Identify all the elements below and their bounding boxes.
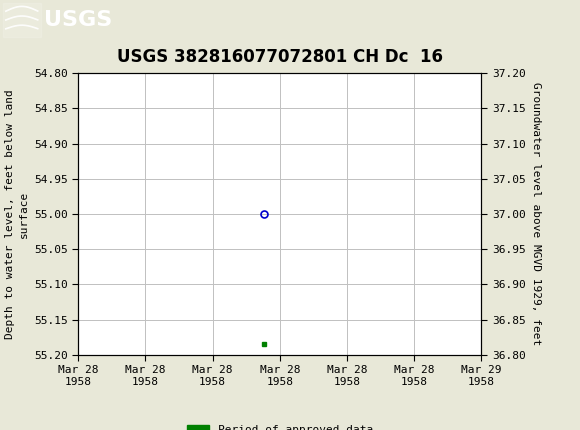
Title: USGS 382816077072801 CH Dc  16: USGS 382816077072801 CH Dc 16 — [117, 48, 443, 66]
Y-axis label: Depth to water level, feet below land
surface: Depth to water level, feet below land su… — [5, 89, 28, 339]
Text: USGS: USGS — [44, 10, 112, 30]
Legend: Period of approved data: Period of approved data — [182, 420, 378, 430]
Y-axis label: Groundwater level above MGVD 1929, feet: Groundwater level above MGVD 1929, feet — [531, 82, 541, 346]
FancyBboxPatch shape — [3, 3, 41, 37]
